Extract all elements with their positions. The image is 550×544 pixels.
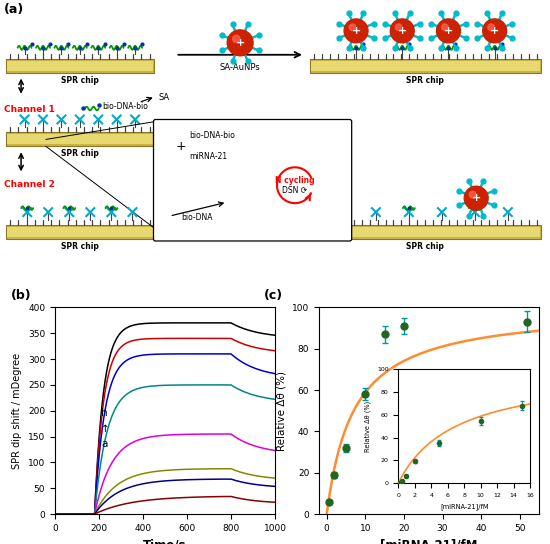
Text: SPR chip: SPR chip xyxy=(61,150,99,158)
Bar xyxy=(310,225,541,239)
Y-axis label: SPR dip shift / mDegree: SPR dip shift / mDegree xyxy=(13,353,23,469)
Text: a: a xyxy=(101,440,108,449)
Text: SA-AuNPs: SA-AuNPs xyxy=(220,63,261,72)
X-axis label: [miRNA-21]/fM: [miRNA-21]/fM xyxy=(380,539,478,544)
Circle shape xyxy=(395,24,402,30)
Circle shape xyxy=(227,30,253,56)
Bar xyxy=(6,225,153,239)
Circle shape xyxy=(233,206,240,213)
Bar xyxy=(311,227,540,237)
Circle shape xyxy=(228,201,252,225)
Bar xyxy=(6,132,153,146)
Y-axis label: Relative Δθ (%): Relative Δθ (%) xyxy=(277,370,287,451)
Circle shape xyxy=(349,24,356,30)
Text: bio-DNA: bio-DNA xyxy=(182,213,213,221)
Text: Channel 1: Channel 1 xyxy=(4,105,55,114)
Text: h: h xyxy=(101,409,108,418)
Text: ↑: ↑ xyxy=(101,424,110,434)
Text: bio-DNA-bio: bio-DNA-bio xyxy=(103,102,148,111)
Text: +: + xyxy=(351,26,361,36)
Bar xyxy=(7,61,152,71)
Text: SPR chip: SPR chip xyxy=(61,242,99,251)
Text: DSN ⟳: DSN ⟳ xyxy=(282,186,307,195)
FancyBboxPatch shape xyxy=(153,120,351,241)
Circle shape xyxy=(483,19,507,43)
Bar xyxy=(6,59,153,73)
Text: (b): (b) xyxy=(11,289,32,302)
Text: +: + xyxy=(175,140,186,153)
Text: +: + xyxy=(235,208,245,218)
Circle shape xyxy=(442,24,448,30)
Circle shape xyxy=(390,19,414,43)
Text: SPR chip: SPR chip xyxy=(406,76,444,85)
X-axis label: Time/s: Time/s xyxy=(143,539,187,544)
Circle shape xyxy=(344,19,368,43)
Text: SA-AuNPs: SA-AuNPs xyxy=(220,229,261,238)
Text: SPR chip: SPR chip xyxy=(61,76,99,85)
Text: Channel 2: Channel 2 xyxy=(4,180,55,189)
Circle shape xyxy=(233,35,240,42)
Text: (a): (a) xyxy=(4,3,24,16)
Text: SA: SA xyxy=(158,93,169,102)
Text: (c): (c) xyxy=(264,289,283,302)
Circle shape xyxy=(437,19,460,43)
Text: bio-DNA-bio: bio-DNA-bio xyxy=(189,131,235,140)
Text: +: + xyxy=(490,26,499,36)
Text: +: + xyxy=(444,26,453,36)
Bar xyxy=(311,61,540,71)
Text: miRNA-21: miRNA-21 xyxy=(189,152,228,161)
Text: +: + xyxy=(471,193,481,203)
Circle shape xyxy=(469,191,476,198)
Text: +: + xyxy=(235,38,245,48)
Bar xyxy=(310,59,541,73)
Text: SPR chip: SPR chip xyxy=(406,242,444,251)
Bar xyxy=(7,227,152,237)
Circle shape xyxy=(464,186,488,210)
Bar xyxy=(7,134,152,144)
Circle shape xyxy=(488,24,494,30)
Text: +: + xyxy=(398,26,407,36)
Text: N cycling: N cycling xyxy=(275,176,315,185)
